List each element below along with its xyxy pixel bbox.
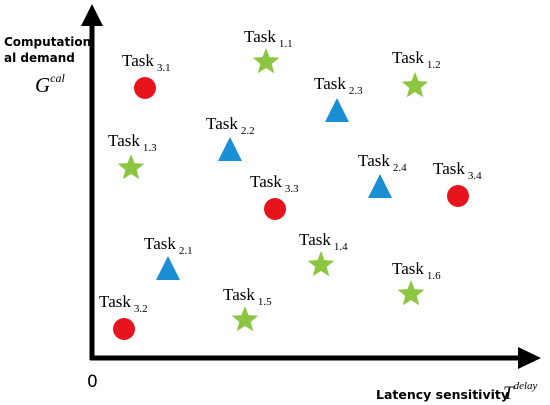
task-3-3-circle-marker: [264, 198, 286, 220]
task-label-subscript: 1.5: [258, 296, 272, 308]
x-axis-symbol-base: T: [503, 383, 515, 404]
y-axis-symbol-base: G: [35, 73, 50, 97]
task-label-word: Task: [122, 51, 154, 70]
task-label-word: Task: [244, 27, 276, 46]
task-label-word: Task: [144, 234, 176, 253]
task-label-word: Task: [206, 114, 238, 133]
task-1-6-label: Task 1.6: [392, 259, 441, 282]
task-3-4-label: Task 3.4: [433, 159, 482, 182]
task-1-3-label: Task 1.3: [108, 131, 157, 154]
task-2-1-label: Task 2.1: [144, 234, 193, 257]
task-3-3-label: Task 3.3: [250, 172, 299, 195]
task-1-4-label: Task 1.4: [299, 230, 348, 253]
y-axis-symbol-sup: cal: [50, 71, 65, 85]
task-1-5-star-marker: [231, 306, 259, 332]
task-label-subscript: 1.2: [427, 59, 441, 71]
task-2-4-label: Task 2.4: [358, 151, 407, 174]
task-label-word: Task: [299, 230, 331, 249]
task-1-6-star-marker: [397, 280, 425, 306]
task-1-4-star-marker: [307, 251, 335, 277]
task-label-subscript: 2.4: [393, 162, 407, 174]
y-axis-symbol: Gcal: [35, 71, 65, 97]
y-axis-arrowhead: [81, 4, 103, 26]
task-label-subscript: 2.2: [241, 125, 255, 137]
task-2-2-label: Task 2.2: [206, 114, 255, 137]
task-2-3-triangle-marker: [325, 98, 349, 122]
task-label-subscript: 1.1: [279, 38, 293, 50]
x-axis-symbol: Tdelay: [503, 380, 538, 404]
task-3-2-label: Task 3.2: [99, 292, 148, 315]
task-label-subscript: 2.1: [179, 245, 193, 257]
task-2-4-triangle-marker: [368, 174, 392, 198]
task-3-4-circle-marker: [447, 185, 469, 207]
task-label-subscript: 3.3: [285, 183, 299, 195]
origin-label: 0: [87, 372, 98, 392]
task-1-2-label: Task 1.2: [392, 48, 441, 71]
x-axis-arrowhead: [518, 347, 541, 369]
x-axis-label: Latency sensitivity: [376, 387, 509, 402]
task-1-3-star-marker: [117, 154, 145, 180]
task-label-subscript: 3.2: [134, 303, 148, 315]
task-1-2-star-marker: [401, 72, 429, 98]
task-label-word: Task: [358, 151, 390, 170]
task-1-5-label: Task 1.5: [223, 285, 272, 308]
task-label-subscript: 3.1: [157, 62, 171, 74]
task-label-subscript: 1.3: [143, 142, 157, 154]
task-label-word: Task: [99, 292, 131, 311]
task-label-subscript: 3.4: [468, 170, 482, 182]
task-3-1-circle-marker: [134, 77, 156, 99]
task-2-3-label: Task 2.3: [314, 74, 363, 97]
x-axis-symbol-sup: delay: [514, 380, 538, 392]
task-label-word: Task: [250, 172, 282, 191]
task-markers: [113, 48, 469, 340]
task-1-1-star-marker: [252, 48, 280, 74]
task-1-1-label: Task 1.1: [244, 27, 293, 50]
task-label-word: Task: [392, 48, 424, 67]
task-3-2-circle-marker: [113, 318, 135, 340]
task-2-1-triangle-marker: [156, 256, 180, 280]
y-axis-label-line1: Computation: [4, 35, 91, 49]
task-label-word: Task: [433, 159, 465, 178]
task-label-word: Task: [392, 259, 424, 278]
task-label-word: Task: [314, 74, 346, 93]
task-label-word: Task: [108, 131, 140, 150]
y-axis-label-line2: al demand: [4, 51, 75, 65]
task-2-2-triangle-marker: [218, 137, 242, 161]
task-label-subscript: 1.4: [334, 241, 348, 253]
task-label-word: Task: [223, 285, 255, 304]
task-3-1-label: Task 3.1: [122, 51, 171, 74]
task-label-subscript: 1.6: [427, 270, 441, 282]
task-label-subscript: 2.3: [349, 85, 363, 97]
